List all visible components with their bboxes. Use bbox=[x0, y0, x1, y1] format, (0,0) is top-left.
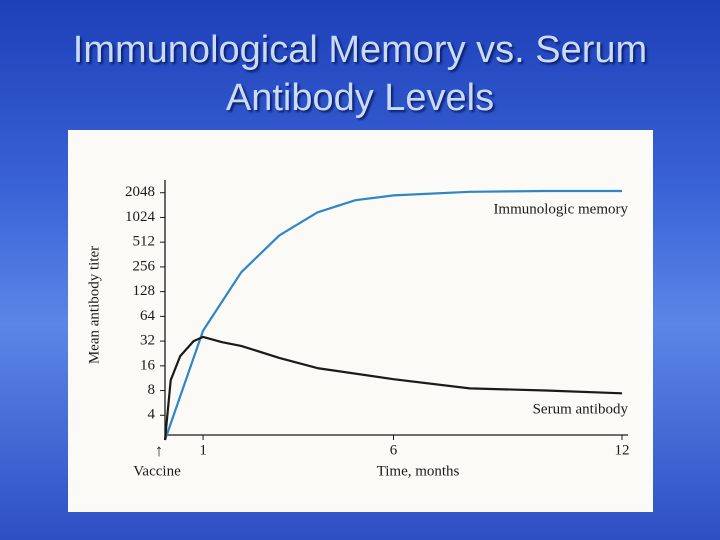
y-tick-label: 64 bbox=[140, 308, 156, 324]
annotation-arrow: ↑ bbox=[155, 441, 164, 460]
y-tick-label: 16 bbox=[140, 357, 156, 373]
x-tick-label: 12 bbox=[615, 442, 630, 458]
slide-title: Immunological Memory vs. Serum Antibody … bbox=[72, 29, 648, 119]
x-axis-label: Time, months bbox=[377, 463, 460, 479]
series-label: Immunologic memory bbox=[493, 201, 628, 217]
x-tick-label: 6 bbox=[390, 442, 398, 458]
annotation: Vaccine bbox=[133, 463, 181, 479]
series-label: Serum antibody bbox=[533, 401, 629, 417]
y-tick-label: 2048 bbox=[125, 184, 155, 200]
y-tick-label: 32 bbox=[140, 333, 155, 349]
y-axis-label: Mean antibody titer bbox=[86, 246, 102, 364]
y-tick-label: 128 bbox=[133, 283, 156, 299]
y-tick-label: 1024 bbox=[125, 209, 156, 225]
y-tick-label: 8 bbox=[148, 382, 156, 398]
line-series bbox=[163, 189, 622, 441]
x-tick-label: 1 bbox=[199, 442, 207, 458]
y-tick-label: 512 bbox=[133, 234, 156, 250]
line-series bbox=[163, 335, 623, 441]
y-tick-label: 256 bbox=[133, 258, 156, 274]
y-tick-label: 4 bbox=[148, 407, 156, 423]
